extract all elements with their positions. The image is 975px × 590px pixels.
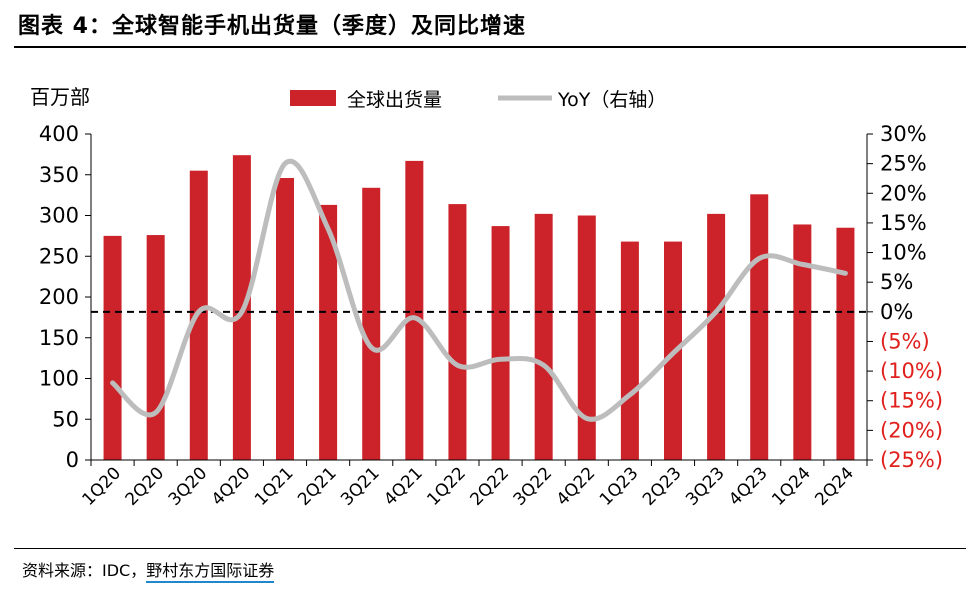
left-tick-label: 350: [39, 163, 79, 187]
x-tick-label: 2Q20: [122, 463, 169, 510]
legend: 全球出货量 YoY（右轴）: [290, 89, 666, 111]
right-tick-label: 15%: [880, 211, 927, 235]
bar-series: [103, 155, 855, 461]
bar: [577, 215, 596, 460]
x-tick-label: 4Q21: [380, 463, 427, 510]
title-divider: [14, 46, 966, 48]
bar: [103, 235, 122, 460]
x-tick-label: 1Q22: [423, 463, 470, 510]
chart: 百万部 全球出货量 YoY（右轴） 0 50 100 150 200 250 300 350 4…: [30, 85, 943, 510]
right-tick-label: 25%: [880, 152, 927, 176]
bar: [448, 204, 467, 460]
axes: [90, 134, 868, 466]
source-prefix: 资料来源：IDC，: [22, 561, 147, 580]
right-tick-label: (20%): [880, 418, 943, 442]
right-tick-label: 20%: [880, 181, 927, 205]
x-tick-label: 2Q23: [639, 463, 686, 510]
x-tick-label: 4Q23: [725, 463, 772, 510]
bar: [750, 194, 769, 460]
bar: [362, 187, 381, 461]
bar: [146, 235, 165, 460]
left-tick-label: 300: [39, 204, 79, 228]
bar: [276, 178, 294, 460]
left-tick-label: 150: [39, 326, 79, 350]
left-tick-label: 250: [39, 244, 79, 268]
x-tick-label: 2Q22: [467, 463, 514, 510]
bar: [534, 213, 553, 460]
right-tick-label: 10%: [880, 241, 927, 265]
right-tick-label: (5%): [880, 329, 930, 353]
x-tick-label: 1Q21: [251, 463, 298, 510]
bar: [620, 241, 639, 460]
x-tick-label: 2Q21: [294, 463, 341, 510]
left-tick-label: 0: [66, 448, 79, 472]
x-tick-label: 3Q23: [682, 463, 729, 510]
x-tick-label: 3Q22: [510, 463, 557, 510]
left-axis-label: 百万部: [30, 85, 90, 109]
bar: [405, 160, 424, 460]
x-axis-ticks: 1Q202Q203Q204Q201Q212Q213Q214Q211Q222Q22…: [79, 463, 858, 510]
source-link[interactable]: 野村东方国际证券: [146, 561, 275, 583]
legend-bar-label: 全球出货量: [347, 89, 442, 111]
bar: [319, 204, 338, 460]
left-axis-ticks: 0 50 100 150 200 250 300 350 400: [39, 122, 91, 472]
right-tick-label: (10%): [880, 359, 943, 383]
x-tick-label: 1Q20: [79, 463, 126, 510]
right-tick-label: (25%): [880, 448, 943, 472]
bar: [491, 226, 510, 460]
right-tick-label: 5%: [880, 270, 913, 294]
x-tick-label: 4Q20: [208, 463, 255, 510]
right-tick-label: 30%: [880, 122, 927, 146]
yoy-line: [110, 158, 848, 422]
source-divider: [14, 548, 966, 549]
x-tick-label: 4Q22: [553, 463, 600, 510]
right-tick-label: (15%): [880, 389, 943, 413]
left-tick-label: 100: [39, 367, 79, 391]
figure-title: 图表 4：全球智能手机出货量（季度）及同比增速: [18, 14, 526, 39]
left-tick-label: 400: [39, 122, 79, 146]
left-tick-label: 200: [39, 285, 79, 309]
source-note: 资料来源：IDC，野村东方国际证券: [22, 557, 275, 583]
bar: [793, 224, 812, 460]
left-tick-label: 50: [52, 407, 79, 431]
x-tick-label: 3Q20: [165, 463, 212, 510]
right-axis-ticks: (25%) (20%) (15%) (10%) (5%) 0% 5% 10% 15% 20% 25%…: [867, 122, 943, 472]
legend-line-label: YoY（右轴）: [557, 89, 666, 111]
x-tick-label: 2Q24: [811, 463, 858, 510]
x-tick-label: 3Q21: [337, 463, 384, 510]
right-tick-label: 0%: [880, 300, 913, 324]
x-tick-label: 1Q23: [596, 463, 643, 510]
bar: [836, 227, 855, 460]
x-tick-label: 1Q24: [768, 463, 815, 510]
legend-bar-swatch: [290, 90, 336, 106]
bar: [707, 213, 726, 460]
